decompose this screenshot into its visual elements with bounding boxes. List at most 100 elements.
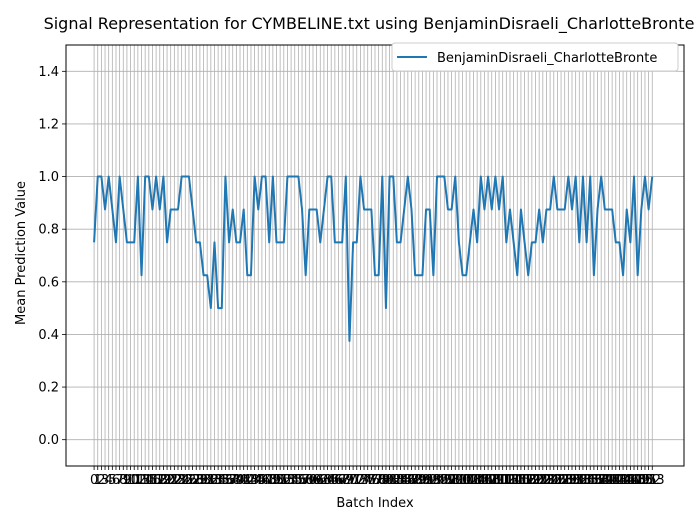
x-tick-label: 60 — [305, 473, 322, 488]
x-tick-label: 86 — [400, 473, 417, 488]
y-tick-label: 0.6 — [38, 275, 59, 290]
x-tick-label: 14 — [137, 473, 154, 488]
x-tick-label: 43 — [243, 473, 260, 488]
x-axis: 0123456789101112131415161718192021222324… — [90, 466, 665, 488]
x-tick-label: 35 — [214, 473, 231, 488]
x-tick-label: 88 — [407, 473, 424, 488]
x-tick-label: 72 — [348, 473, 365, 488]
x-tick-label: 151 — [633, 473, 658, 488]
x-tick-label: 133 — [567, 473, 592, 488]
x-tick-label: 142 — [600, 473, 625, 488]
x-tick-label: 107 — [472, 473, 497, 488]
x-tick-label: 150 — [629, 473, 654, 488]
x-tick-label: 32 — [203, 473, 220, 488]
x-tick-label: 49 — [265, 473, 282, 488]
x-tick-label: 108 — [476, 473, 501, 488]
y-tick-label: 0.2 — [38, 381, 59, 396]
x-tick-label: 95 — [432, 473, 449, 488]
x-tick-label: 114 — [498, 473, 523, 488]
y-tick-label: 0.0 — [38, 433, 59, 448]
x-tick-label: 98 — [443, 473, 460, 488]
x-tick-label: 75 — [359, 473, 376, 488]
x-tick-label: 68 — [334, 473, 351, 488]
x-tick-label: 12 — [130, 473, 147, 488]
horizontal-gridlines — [66, 70, 684, 441]
x-tick-label: 17 — [148, 473, 165, 488]
legend: BenjaminDisraeli_CharlotteBronte — [391, 42, 679, 72]
x-tick-label: 37 — [221, 473, 238, 488]
x-tick-label: 139 — [589, 473, 614, 488]
x-tick-label: 118 — [512, 473, 537, 488]
x-tick-label: 80 — [378, 473, 395, 488]
x-tick-label: 126 — [541, 473, 566, 488]
x-tick-label: 94 — [429, 473, 446, 488]
x-tick-label: 82 — [385, 473, 402, 488]
x-tick-label: 91 — [418, 473, 435, 488]
x-tick-label: 31 — [199, 473, 216, 488]
y-tick-label: 0.8 — [38, 223, 59, 238]
x-tick-label: 0 — [90, 473, 98, 488]
x-tick-label: 46 — [254, 473, 271, 488]
x-tick-label: 138 — [585, 473, 610, 488]
x-tick-label: 8 — [119, 473, 127, 488]
x-tick-label: 105 — [465, 473, 490, 488]
x-tick-label: 90 — [414, 473, 431, 488]
x-tick-label: 73 — [352, 473, 369, 488]
x-tick-label: 89 — [411, 473, 428, 488]
x-tick-label: 28 — [188, 473, 205, 488]
x-tick-label: 77 — [367, 473, 384, 488]
x-tick-label: 55 — [286, 473, 303, 488]
x-tick-label: 84 — [392, 473, 409, 488]
x-tick-label: 63 — [316, 473, 333, 488]
x-tick-label: 41 — [235, 473, 252, 488]
x-tick-label: 103 — [457, 473, 482, 488]
y-tick-label: 0.4 — [38, 328, 59, 343]
x-tick-label: 102 — [454, 473, 479, 488]
x-tick-label: 65 — [323, 473, 340, 488]
x-tick-label: 115 — [501, 473, 526, 488]
x-tick-label: 47 — [257, 473, 274, 488]
x-tick-label: 112 — [490, 473, 515, 488]
x-tick-label: 19 — [155, 473, 172, 488]
x-tick-label: 143 — [603, 473, 628, 488]
x-tick-label: 36 — [217, 473, 234, 488]
x-tick-label: 56 — [290, 473, 307, 488]
x-tick-label: 7 — [115, 473, 123, 488]
x-tick-label: 50 — [268, 473, 285, 488]
x-tick-label: 136 — [578, 473, 603, 488]
x-tick-label: 21 — [162, 473, 179, 488]
x-tick-label: 113 — [494, 473, 519, 488]
x-tick-label: 124 — [534, 473, 559, 488]
x-tick-label: 2 — [97, 473, 105, 488]
x-tick-label: 106 — [468, 473, 493, 488]
x-tick-label: 3 — [101, 473, 109, 488]
x-tick-label: 146 — [614, 473, 639, 488]
x-tick-label: 67 — [330, 473, 347, 488]
x-tick-label: 11 — [126, 473, 143, 488]
x-tick-label: 26 — [181, 473, 198, 488]
x-tick-label: 1 — [94, 473, 102, 488]
x-tick-label: 128 — [549, 473, 574, 488]
x-tick-label: 10 — [122, 473, 139, 488]
x-tick-label: 52 — [276, 473, 293, 488]
x-tick-label: 69 — [338, 473, 355, 488]
x-tick-label: 85 — [396, 473, 413, 488]
legend-label: BenjaminDisraeli_CharlotteBronte — [437, 51, 657, 66]
x-tick-label: 25 — [177, 473, 194, 488]
x-tick-label: 125 — [538, 473, 563, 488]
x-tick-label: 127 — [545, 473, 570, 488]
chart-title: Signal Representation for CYMBELINE.txt … — [44, 14, 695, 34]
x-tick-label: 5 — [108, 473, 116, 488]
x-tick-label: 116 — [505, 473, 530, 488]
x-tick-label: 119 — [516, 473, 541, 488]
y-tick-label: 1.0 — [38, 170, 59, 185]
x-tick-label: 9 — [123, 473, 131, 488]
x-tick-label: 34 — [210, 473, 227, 488]
x-tick-label: 153 — [640, 473, 665, 488]
x-tick-label: 44 — [246, 473, 263, 488]
y-axis: 0.0 0.2 0.4 0.6 0.8 1.0 1.2 1.4 — [38, 65, 66, 448]
x-tick-label: 30 — [195, 473, 212, 488]
series-line — [93, 175, 654, 343]
x-tick-label: 110 — [483, 473, 508, 488]
x-tick-label: 20 — [159, 473, 176, 488]
